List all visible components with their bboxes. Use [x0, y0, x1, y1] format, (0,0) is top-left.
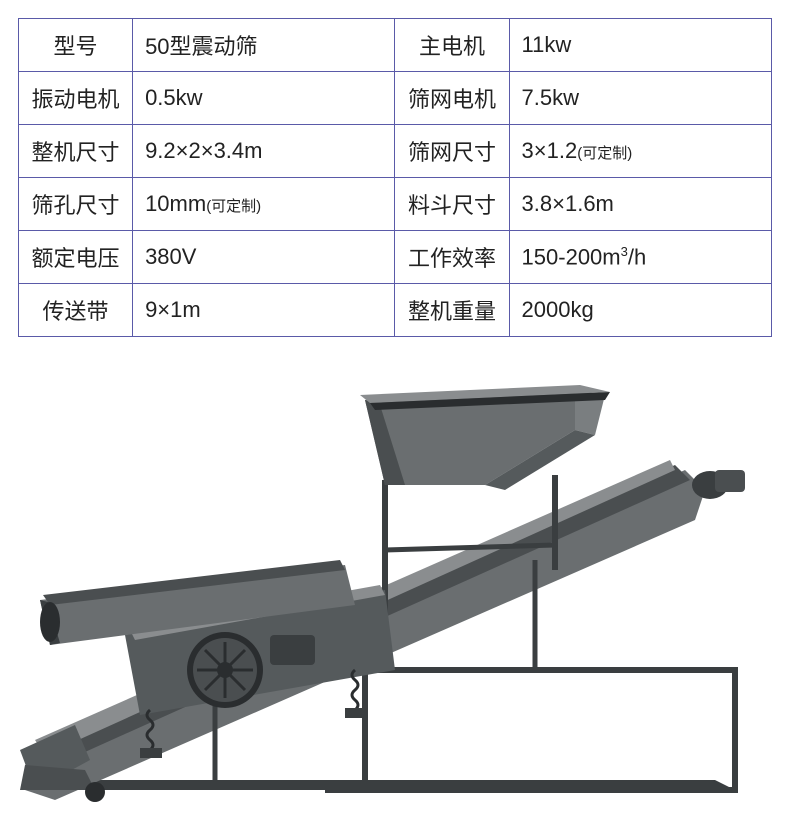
value-weight: 2000kg: [509, 284, 771, 337]
label-efficiency: 工作效率: [395, 231, 509, 284]
label-hopper-size: 料斗尺寸: [395, 178, 509, 231]
value-vib-motor: 0.5kw: [133, 72, 395, 125]
table-row: 筛孔尺寸 10mm(可定制) 料斗尺寸 3.8×1.6m: [19, 178, 772, 231]
value-model: 50型震动筛: [133, 19, 395, 72]
table-row: 型号 50型震动筛 主电机 11kw: [19, 19, 772, 72]
value-efficiency: 150-200m3/h: [509, 231, 771, 284]
wheel-icon: [85, 782, 105, 802]
table-row: 振动电机 0.5kw 筛网电机 7.5kw: [19, 72, 772, 125]
value-screen-motor: 7.5kw: [509, 72, 771, 125]
label-belt: 传送带: [19, 284, 133, 337]
value-screen-size: 3×1.2(可定制): [509, 125, 771, 178]
label-model: 型号: [19, 19, 133, 72]
label-voltage: 额定电压: [19, 231, 133, 284]
value-belt: 9×1m: [133, 284, 395, 337]
table-row: 传送带 9×1m 整机重量 2000kg: [19, 284, 772, 337]
label-vib-motor: 振动电机: [19, 72, 133, 125]
value-overall-size: 9.2×2×3.4m: [133, 125, 395, 178]
label-screen-motor: 筛网电机: [395, 72, 509, 125]
machine-illustration: [15, 370, 775, 820]
label-screen-size: 筛网尺寸: [395, 125, 509, 178]
spec-table: 型号 50型震动筛 主电机 11kw 振动电机 0.5kw 筛网电机 7.5kw…: [18, 18, 772, 337]
label-weight: 整机重量: [395, 284, 509, 337]
table-row: 额定电压 380V 工作效率 150-200m3/h: [19, 231, 772, 284]
value-voltage: 380V: [133, 231, 395, 284]
label-overall-size: 整机尺寸: [19, 125, 133, 178]
value-hopper-size: 3.8×1.6m: [509, 178, 771, 231]
label-mesh-size: 筛孔尺寸: [19, 178, 133, 231]
value-mesh-size: 10mm(可定制): [133, 178, 395, 231]
table-row: 整机尺寸 9.2×2×3.4m 筛网尺寸 3×1.2(可定制): [19, 125, 772, 178]
value-main-motor: 11kw: [509, 19, 771, 72]
label-main-motor: 主电机: [395, 19, 509, 72]
